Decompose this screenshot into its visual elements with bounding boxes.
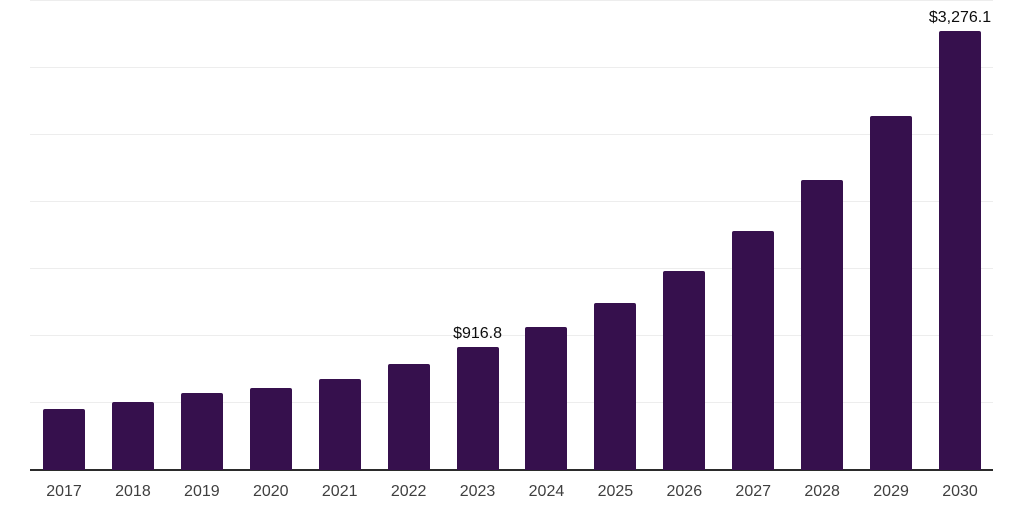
x-tick-label-2023: 2023: [459, 483, 496, 500]
bar-2017: [43, 409, 85, 470]
bar-2028: [801, 180, 844, 470]
bar-2029: [870, 115, 913, 470]
bar-2018: [111, 402, 154, 470]
x-tick-label-2026: 2026: [666, 483, 703, 500]
bar-2022: [387, 364, 430, 470]
gridline-1000: [30, 334, 993, 336]
plot-area: $916.8 $3,276.1: [30, 0, 993, 471]
bar-2024: [525, 326, 568, 470]
bar-2027: [732, 230, 775, 470]
gridline-3500: [30, 0, 993, 1]
data-label-2030: $3,276.1: [928, 8, 992, 26]
bar-2023: [456, 347, 499, 470]
gridline-3000: [30, 66, 993, 68]
gridline-2000: [30, 200, 993, 202]
x-tick-label-2017: 2017: [46, 483, 82, 500]
gridline-2500: [30, 133, 993, 135]
gridline-500: [30, 401, 993, 403]
x-tick-label-2018: 2018: [115, 483, 151, 500]
x-tick-label-2028: 2028: [804, 483, 840, 500]
x-tick-label-2020: 2020: [252, 483, 289, 500]
x-tick-label-2021: 2021: [321, 483, 358, 500]
x-tick-label-2027: 2027: [735, 483, 772, 500]
bar-2030: [938, 30, 981, 470]
data-label-2023: $916.8: [453, 325, 502, 343]
bar-2026: [663, 270, 706, 470]
bar-2021: [318, 379, 361, 470]
bar-2020: [249, 388, 292, 470]
x-tick-label-2022: 2022: [390, 483, 427, 500]
bar-2019: [180, 392, 223, 470]
x-tick-label-2030: 2030: [942, 483, 978, 500]
x-tick-label-2029: 2029: [873, 483, 909, 500]
x-tick-label-2024: 2024: [528, 483, 565, 500]
x-tick-label-2019: 2019: [184, 483, 220, 500]
x-tick-label-2025: 2025: [597, 483, 634, 500]
gridline-1500: [30, 267, 993, 269]
x-axis-line: [30, 469, 993, 471]
bar-2025: [594, 303, 637, 470]
